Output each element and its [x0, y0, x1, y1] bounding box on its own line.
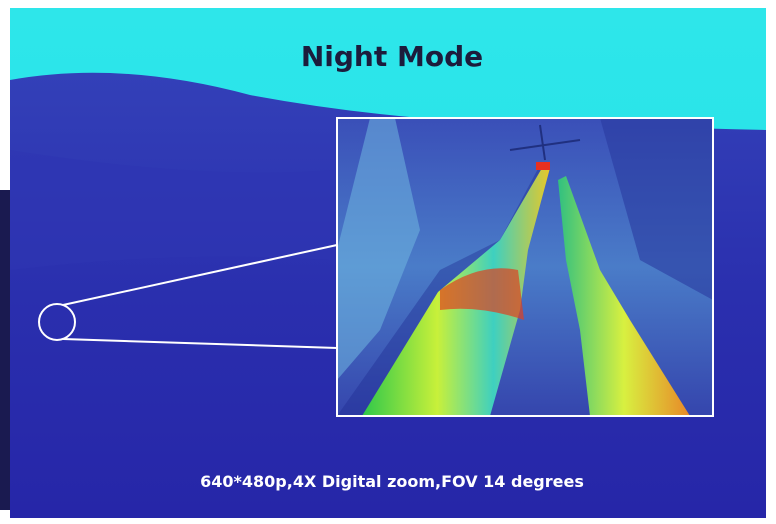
title: Night Mode [301, 40, 483, 73]
zoom-indicator [38, 244, 338, 349]
thermal-inset [336, 117, 714, 417]
caption: 640*480p,4X Digital zoom,FOV 14 degrees [200, 472, 584, 491]
